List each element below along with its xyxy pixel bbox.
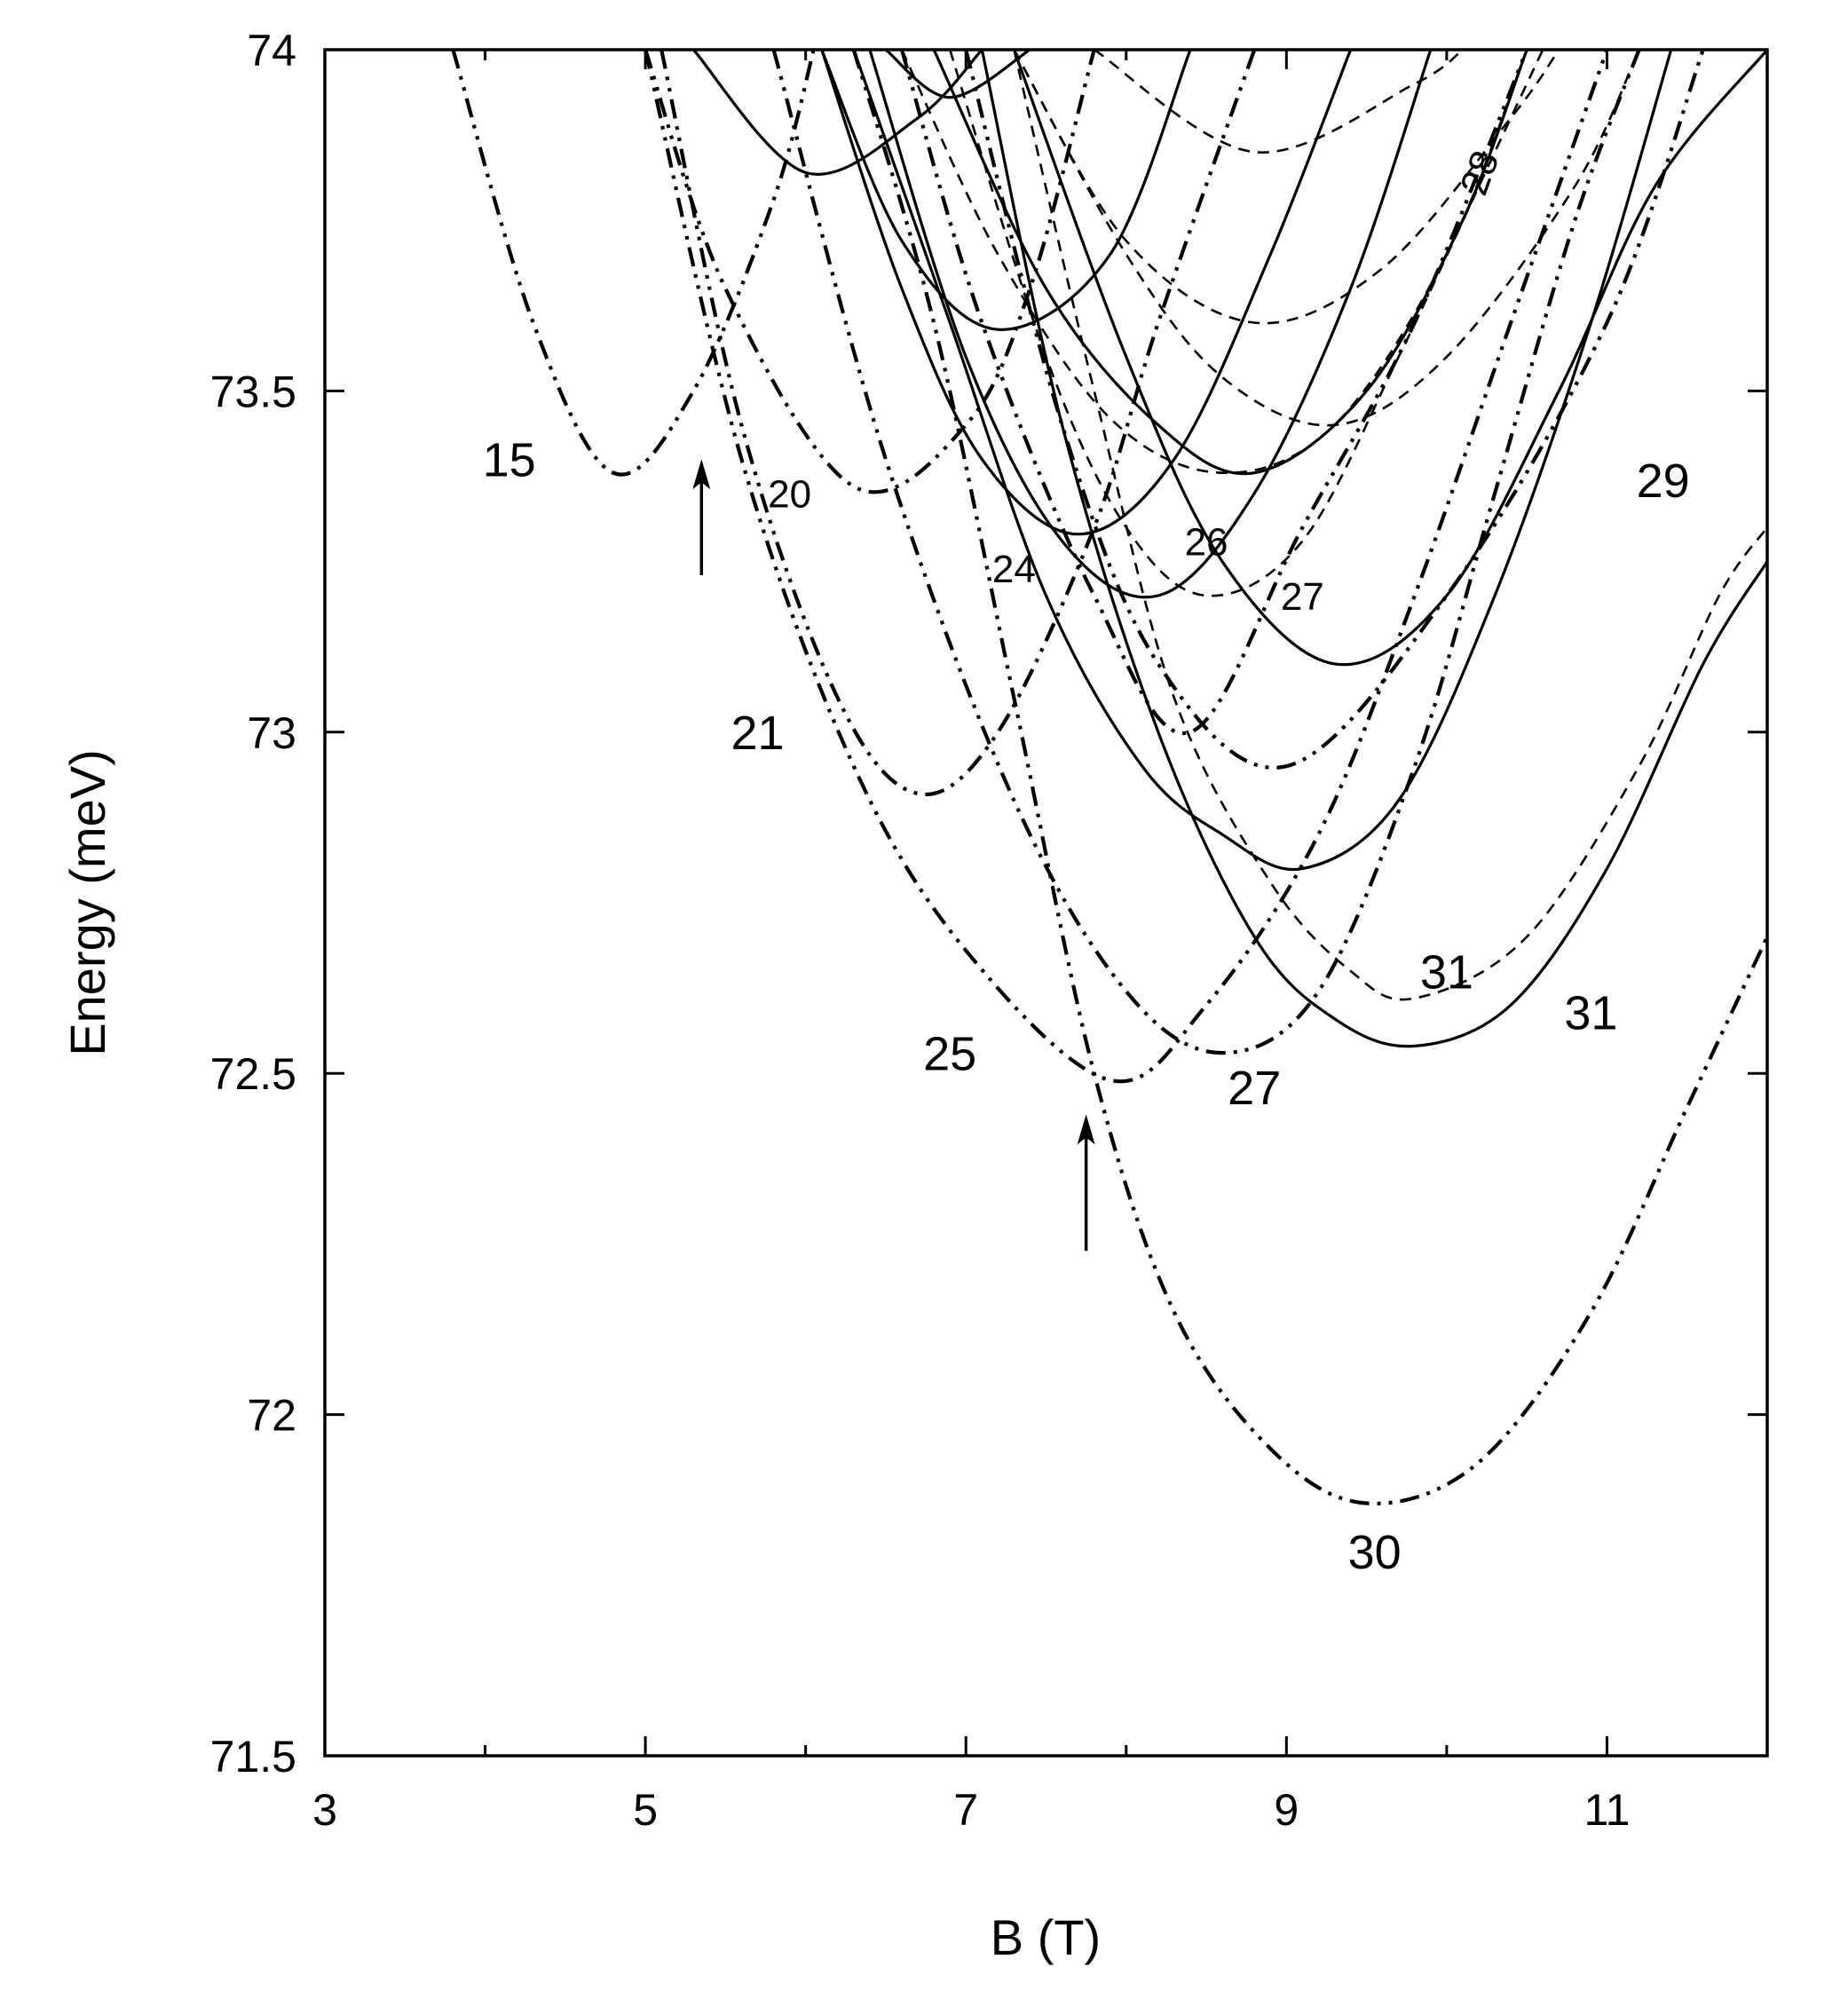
energy-curve-dashdot <box>644 50 1096 494</box>
energy-curve-dashed <box>1094 50 1464 154</box>
x-tick-label: 9 <box>1274 1785 1299 1835</box>
y-tick-label: 73 <box>247 708 296 758</box>
energy-curve-dashed <box>1013 50 1767 1001</box>
energy-curve-solid <box>868 50 1433 599</box>
energy-curve-solid <box>820 50 1353 536</box>
curve-label: 25 <box>923 1028 976 1081</box>
energy-curve-dashed <box>1013 50 1560 325</box>
y-tick-label: 73.5 <box>210 367 296 416</box>
y-tick-label: 72 <box>247 1391 296 1441</box>
arrow-head <box>692 459 711 490</box>
curve-label: 27 <box>1228 1062 1281 1115</box>
plot-frame <box>323 48 1769 1758</box>
energy-curve-dashdot <box>644 50 1609 1084</box>
energy-curve-dashed <box>1013 50 1640 427</box>
energy-curve-solid <box>852 50 1673 872</box>
y-axis-title: Energy (meV) <box>59 749 115 1055</box>
energy-curve-solid <box>1012 50 1767 667</box>
y-tick-label: 72.5 <box>210 1049 296 1099</box>
energy-curve-solid <box>980 50 1767 1048</box>
curve-label: 30 <box>1348 1526 1402 1579</box>
energy-curve-solid <box>820 50 1192 331</box>
energy-curve-dashdot <box>451 50 816 477</box>
curve-label: 26 <box>1185 520 1228 564</box>
curve-label: 31 <box>1420 945 1473 999</box>
y-tick-label: 74 <box>247 26 296 75</box>
energy-curve-dashdot <box>771 50 1641 1055</box>
arrows-group <box>692 459 1095 1252</box>
curve-label: 20 <box>768 473 811 517</box>
x-tick-label: 7 <box>953 1785 978 1835</box>
energy-curve-dashdot <box>964 50 1705 770</box>
curve-label: 15 <box>483 434 536 487</box>
arrow-head <box>1077 1114 1095 1145</box>
curve-label: 21 <box>731 707 784 760</box>
curve-label: 27 <box>1281 575 1324 619</box>
energy-curve-dashdot <box>851 50 1767 1505</box>
x-axis-title: B (T) <box>991 1909 1101 1965</box>
ticks-group: 3 5 7 9 11 71.5 72 72.5 73 73.5 74 <box>210 26 1769 1835</box>
x-tick-label: 3 <box>312 1785 337 1835</box>
curves-group <box>451 50 1767 1505</box>
y-tick-label: 71.5 <box>210 1732 296 1782</box>
x-tick-label: 5 <box>633 1785 658 1835</box>
energy-curve-solid <box>884 50 1031 99</box>
curve-label: 24 <box>992 548 1036 591</box>
x-tick-label: 11 <box>1583 1785 1630 1835</box>
curve-label: 31 <box>1564 986 1617 1039</box>
energy-curve-dashed <box>948 50 1544 597</box>
curve-label: 29 <box>1637 454 1690 508</box>
